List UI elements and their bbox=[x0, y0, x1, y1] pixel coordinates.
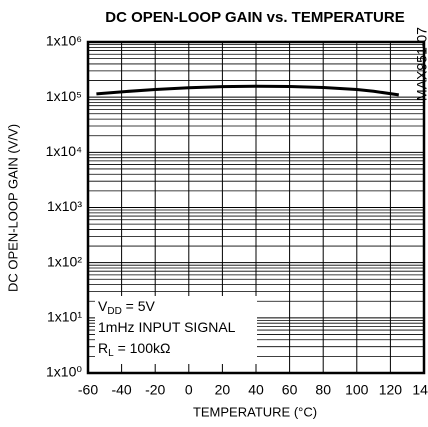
annotation-text: = 5V bbox=[122, 298, 156, 314]
side-note: MAX951-07 bbox=[414, 27, 428, 101]
y-tick-label: 1x10² bbox=[47, 253, 82, 269]
annotation: VDD = 5V bbox=[98, 298, 156, 317]
x-tick-label: 140 bbox=[412, 382, 428, 398]
annotation: RL = 100kΩ bbox=[98, 340, 170, 359]
plot-frame bbox=[86, 40, 426, 375]
data-line bbox=[96, 84, 400, 97]
annotation-subscript: DD bbox=[107, 306, 121, 317]
annotation-text: 1mHz INPUT SIGNAL bbox=[98, 319, 236, 335]
y-tick-label: 1x10⁶ bbox=[46, 33, 82, 49]
annotation: 1mHz INPUT SIGNAL bbox=[98, 319, 236, 335]
x-tick-label: -40 bbox=[111, 382, 131, 398]
x-tick-label: 60 bbox=[282, 382, 298, 398]
x-tick-label: 0 bbox=[185, 382, 193, 398]
x-axis-label: TEMPERATURE (°C) bbox=[193, 404, 317, 419]
annotation-text: = 100kΩ bbox=[114, 340, 171, 356]
y-tick-label: 1x10⁴ bbox=[46, 143, 82, 159]
x-tick-label: 20 bbox=[215, 382, 231, 398]
x-tick-label: 80 bbox=[315, 382, 331, 398]
x-tick-label: 120 bbox=[379, 382, 403, 398]
y-tick-label: 1x10¹ bbox=[47, 309, 82, 325]
annotation-box bbox=[95, 296, 257, 364]
x-tick-label: -20 bbox=[145, 382, 165, 398]
y-tick-label: 1x10³ bbox=[47, 198, 82, 214]
x-tick-label: 40 bbox=[248, 382, 264, 398]
x-tick-label: -60 bbox=[78, 382, 98, 398]
chart-title: DC OPEN-LOOP GAIN vs. TEMPERATURE bbox=[105, 9, 404, 26]
annotation-symbol: R bbox=[98, 340, 108, 356]
y-tick-label: 1x10⁵ bbox=[46, 88, 82, 104]
y-axis-label: DC OPEN-LOOP GAIN (V/V) bbox=[5, 124, 20, 292]
x-tick-label: 100 bbox=[345, 382, 369, 398]
annotation-subscript: L bbox=[108, 348, 114, 359]
y-tick-label: 1x10⁰ bbox=[46, 364, 82, 380]
annotation-symbol: V bbox=[98, 298, 108, 314]
